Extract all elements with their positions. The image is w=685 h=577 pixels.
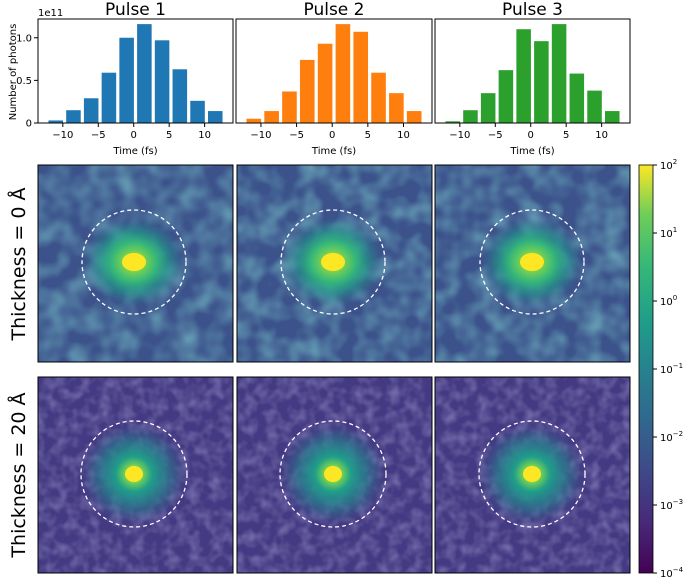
x-tick-label: −5 — [91, 130, 106, 141]
heatmap-panel — [37, 164, 234, 363]
colorbar-ticks: 102 101 100 10−1 10−2 10−3 10−4 — [653, 158, 684, 577]
bar-chart-2: −10 −5 0 5 10 Pulse 2 Time (fs) — [235, 0, 433, 157]
diffraction-heatmaps — [37, 164, 631, 574]
bar — [101, 72, 117, 123]
row-label-thickness-20: Thickness = 20 Å — [7, 392, 30, 558]
row-label-thickness-0: Thickness = 0 Å — [7, 187, 30, 341]
bar — [282, 91, 297, 123]
plot-frame — [434, 18, 631, 124]
bar — [534, 41, 549, 123]
bar — [137, 24, 152, 123]
x-tick-label: 10 — [595, 130, 608, 141]
colorbar-tick-label: 100 — [660, 294, 677, 308]
bar — [66, 110, 81, 123]
bar-chart-3: −10 −5 0 5 10 Pulse 3 Time (fs) — [434, 0, 631, 157]
x-tick-label: 0 — [131, 130, 137, 141]
bar — [172, 69, 188, 123]
bar — [264, 111, 279, 123]
x-axis-label: Time (fs) — [509, 146, 554, 157]
heatmap-row-0 — [37, 164, 631, 363]
y-tick-label: 1.0 — [16, 33, 32, 44]
bar — [119, 37, 134, 123]
plot-frame — [235, 18, 433, 124]
colorbar-tick-label: 10−4 — [660, 566, 684, 577]
bar — [154, 40, 170, 124]
bar — [371, 72, 386, 123]
x-tick-label: −10 — [449, 130, 470, 141]
heatmap-panel — [236, 376, 433, 574]
colorbar-tick-label: 10−1 — [660, 362, 683, 376]
x-tick-label: −5 — [289, 130, 304, 141]
colorbar-tick-label: 10−2 — [660, 430, 683, 444]
bar — [463, 110, 478, 123]
x-tick-label: 0 — [329, 130, 335, 141]
colorbar-tick-label: 101 — [660, 226, 677, 240]
bar — [353, 31, 369, 123]
x-axis-label: Time (fs) — [112, 146, 157, 157]
bar — [406, 111, 422, 123]
y-exponent-label: 1e11 — [38, 8, 63, 19]
bar — [48, 120, 63, 123]
bar — [605, 111, 620, 123]
x-tick-label: 0 — [528, 130, 534, 141]
colorbar-tick-label: 102 — [660, 158, 677, 172]
chart-title: Pulse 1 — [105, 0, 166, 20]
bar — [389, 93, 404, 123]
bar — [516, 29, 531, 124]
bar — [190, 100, 205, 123]
x-tick-label: −10 — [52, 130, 73, 141]
bar — [445, 121, 460, 123]
bar — [246, 118, 262, 123]
bar — [317, 43, 333, 123]
bar — [587, 90, 602, 123]
x-tick-label: −5 — [488, 130, 503, 141]
x-axis-label: Time (fs) — [311, 146, 356, 157]
chart-title: Pulse 2 — [304, 0, 365, 20]
bar — [569, 73, 585, 123]
bar — [480, 93, 496, 123]
bar — [208, 111, 223, 123]
x-tick-label: 5 — [365, 130, 371, 141]
chart-title: Pulse 3 — [502, 0, 563, 20]
heatmap-panel — [434, 376, 631, 574]
x-tick-label: 5 — [166, 130, 172, 141]
bar — [83, 98, 99, 123]
bar — [335, 24, 351, 123]
x-tick-label: 10 — [198, 130, 211, 141]
colorbar: 102 101 100 10−1 10−2 10−3 10−4 — [638, 158, 684, 577]
bar-charts: −10 −5 0 5 10 0 0.5 1.0 Pulse 1 Time (fs) −10 −5 0 5 1… — [16, 0, 631, 157]
bar — [551, 24, 567, 123]
heatmap-row-1 — [37, 376, 631, 574]
colorbar-gradient — [638, 164, 654, 574]
heatmap-panel — [236, 164, 433, 363]
y-tick-label: 0.5 — [16, 76, 32, 87]
x-tick-label: 5 — [563, 130, 569, 141]
plot-frame — [37, 18, 234, 124]
heatmap-panel — [37, 376, 234, 574]
bar — [299, 59, 315, 123]
y-axis-label: Number of photons — [8, 24, 19, 121]
bar — [498, 70, 514, 123]
x-tick-label: −10 — [250, 130, 271, 141]
colorbar-tick-label: 10−3 — [660, 498, 683, 512]
x-tick-label: 10 — [397, 130, 410, 141]
bar-chart-1: −10 −5 0 5 10 0 0.5 1.0 Pulse 1 Time (fs) — [16, 0, 234, 157]
y-tick-label: 0 — [26, 119, 32, 130]
heatmap-panel — [434, 164, 631, 363]
